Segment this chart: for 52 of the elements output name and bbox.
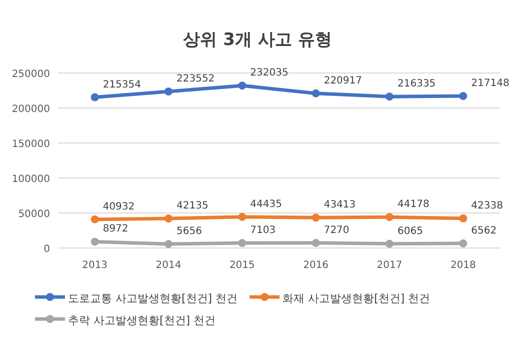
y-tick-label: 150000 [12,139,50,150]
point [238,239,246,248]
x-tick-label: 2018 [450,260,476,271]
x-tick-label: 2016 [303,260,329,271]
point [90,238,99,246]
y-tick-label: 50000 [18,209,50,220]
data-label: 40932 [102,201,135,212]
point [238,82,246,90]
data-label: 6065 [398,226,423,237]
x-tick-label: 2013 [82,260,108,271]
point [386,92,394,101]
data-label: 6562 [471,225,497,236]
point [459,214,468,222]
point [238,212,246,221]
data-label: 42338 [471,200,503,212]
point [164,214,172,223]
x-tick-label: 2014 [156,260,182,271]
point [312,214,320,222]
point [90,93,99,102]
y-tick-label: 200000 [12,104,50,115]
data-label: 43413 [324,200,356,211]
y-tick-label: 100000 [12,174,50,185]
data-label: 216335 [398,78,436,90]
y-tick-label: 250000 [12,69,50,80]
data-label: 215354 [102,79,142,90]
data-label: 44178 [398,199,430,210]
data-label: 220917 [324,75,362,86]
data-label: 8972 [102,224,128,235]
point [164,88,172,96]
point [312,238,320,247]
data-label: 7103 [250,225,276,236]
data-label: 7270 [324,224,350,236]
y-tick-label: 0 [44,244,50,255]
x-tick-label: 2015 [229,260,255,271]
point [90,215,99,224]
data-label: 217148 [471,78,510,89]
legend-label: 추락 사고발생현황[천건] 천건 [68,314,216,327]
point [459,92,468,100]
point [386,240,394,248]
point [164,240,172,248]
data-label: 5656 [176,226,202,238]
point [459,239,468,248]
x-tick-label: 2017 [376,260,402,271]
legend-label: 화재 사고발생현황[천건] 천건 [282,292,430,305]
point [386,213,394,222]
data-label: 232035 [250,68,288,79]
legend-label: 도로교통 사고발생현황[천건] 천건 [68,292,238,305]
chart-title: 상위 3개 사고 유형 [183,30,332,50]
data-label: 42135 [176,200,208,212]
data-label: 223552 [176,74,215,85]
point [312,89,320,98]
data-label: 44435 [250,198,282,210]
